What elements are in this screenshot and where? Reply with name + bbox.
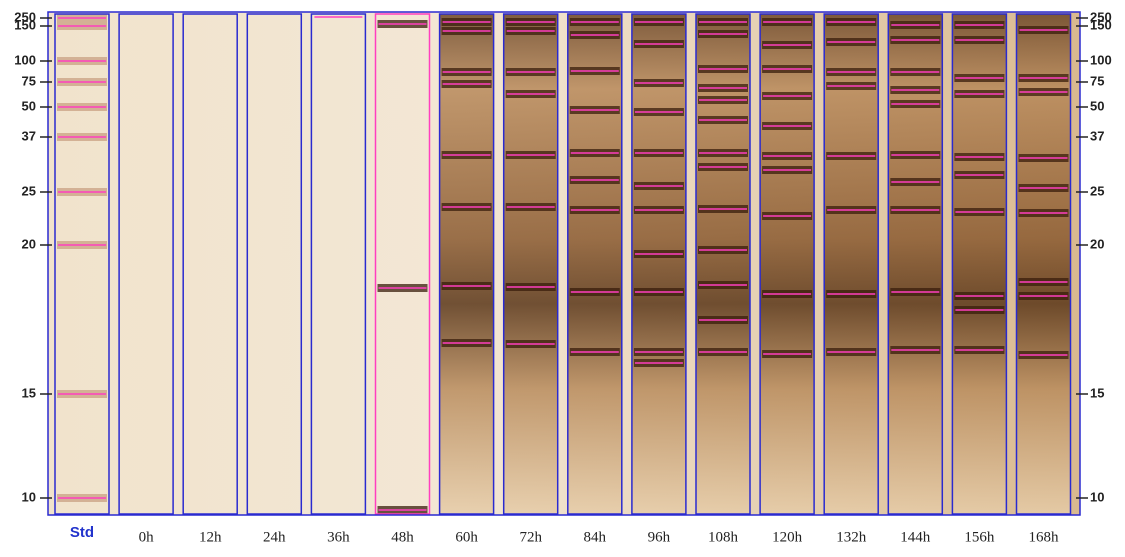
lane-label: 12h xyxy=(199,529,222,545)
marker-label: 10 xyxy=(1090,489,1104,504)
marker-label: 50 xyxy=(22,98,36,113)
lane-fill xyxy=(1016,14,1071,514)
lane-fill xyxy=(952,14,1007,514)
lane-label: Std xyxy=(70,524,94,541)
marker-label: 20 xyxy=(22,236,36,251)
lane-fill xyxy=(631,14,686,514)
marker-label: 50 xyxy=(1090,98,1104,113)
marker-label: 37 xyxy=(22,128,36,143)
lane-box xyxy=(182,13,238,515)
lane-box xyxy=(438,13,495,515)
marker-label: 10 xyxy=(22,489,36,504)
lane-label: 96h xyxy=(648,529,671,545)
lane-label: 24h xyxy=(263,529,286,545)
lane-label: 48h xyxy=(391,529,414,545)
lane-box xyxy=(951,13,1008,515)
lane-fill xyxy=(824,14,879,514)
marker-label: 250 xyxy=(1090,9,1112,24)
lane-box xyxy=(1015,13,1072,515)
marker-label: 150 xyxy=(14,17,36,32)
lane-box xyxy=(310,13,367,515)
lane-box xyxy=(54,13,110,515)
marker-label: 150 xyxy=(1090,17,1112,32)
lane-box xyxy=(118,13,174,515)
lane-box xyxy=(695,13,751,515)
lane-fill xyxy=(439,14,494,514)
lane-fill xyxy=(888,14,943,514)
marker-label: 37 xyxy=(1090,128,1104,143)
lane-box xyxy=(887,13,944,515)
marker-label: 25 xyxy=(1090,183,1104,198)
lane-label: 0h xyxy=(139,529,155,545)
marker-label: 100 xyxy=(1090,52,1112,67)
lane-fill xyxy=(760,14,815,514)
lane-box xyxy=(374,13,431,515)
lane-label: 120h xyxy=(772,529,803,545)
gel-frame xyxy=(47,11,1081,516)
marker-label: 100 xyxy=(14,52,36,67)
marker-label: 75 xyxy=(1090,73,1104,88)
marker-label: 25 xyxy=(22,183,36,198)
marker-label: 20 xyxy=(1090,236,1104,251)
lane-fill xyxy=(503,14,558,514)
marker-label: 75 xyxy=(22,73,36,88)
lane-label: 132h xyxy=(836,529,867,545)
lane-fill xyxy=(567,14,622,514)
lane-label: 156h xyxy=(964,529,995,545)
lane-label: 60h xyxy=(455,529,478,545)
lane-box xyxy=(246,13,303,515)
marker-label: 15 xyxy=(22,385,36,400)
lane-label: 36h xyxy=(327,529,350,545)
lane-box xyxy=(823,13,879,515)
lane-label: 72h xyxy=(519,529,542,545)
lane-label: 84h xyxy=(584,529,607,545)
lane-box xyxy=(759,13,815,515)
marker-label: 15 xyxy=(1090,385,1104,400)
lane-box xyxy=(631,13,687,515)
lane-box xyxy=(502,13,559,515)
lane-label: 108h xyxy=(708,529,739,545)
lane-box xyxy=(567,13,623,515)
marker-label: 250 xyxy=(14,9,36,24)
lane-label: 144h xyxy=(900,529,931,545)
lane-label: 168h xyxy=(1029,529,1060,545)
